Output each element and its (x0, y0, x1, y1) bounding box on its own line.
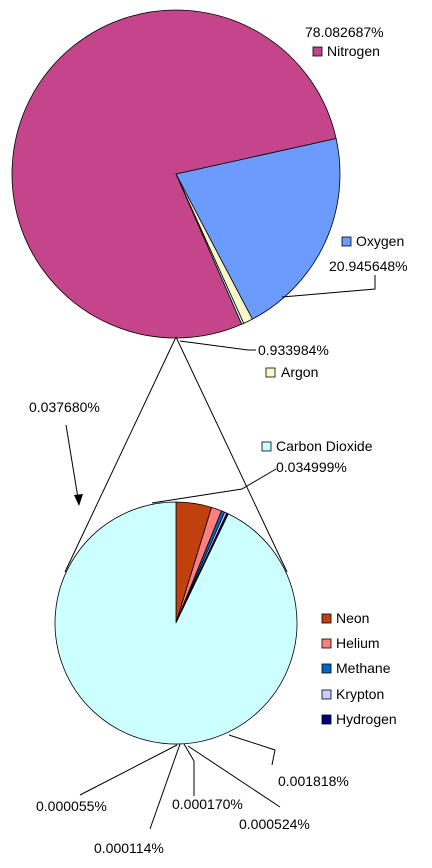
annotation-arrow-head (74, 494, 83, 506)
data-label-carbon-dioxide: 0.034999% (276, 459, 347, 475)
legend-item-nitrogen: Nitrogen (312, 43, 380, 59)
legend-swatch-oxygen (341, 236, 352, 247)
legend-item-methane: Methane (321, 660, 391, 676)
legend-label-carbon-dioxide: Carbon Dioxide (276, 438, 373, 454)
leader-line-carbon-dioxide (151, 468, 277, 504)
data-label-argon: 0.933984% (258, 342, 329, 358)
data-label-methane: 0.000170% (172, 796, 243, 812)
legend-item-oxygen: Oxygen (341, 233, 404, 249)
legend-swatch-krypton (321, 689, 332, 700)
leader-lines (79, 275, 376, 830)
legend-swatch-hydrogen (321, 714, 332, 725)
detail-pie (54, 501, 298, 745)
legend-swatch-neon (321, 613, 332, 624)
data-label-helium: 0.000524% (239, 816, 310, 832)
legend-item-hydrogen: Hydrogen (321, 711, 397, 727)
pie-slice-oxygen (175, 138, 341, 320)
main-pie (11, 9, 341, 339)
leader-line-helium (187, 745, 281, 808)
leader-line-neon (228, 734, 276, 766)
data-label-oxygen: 20.945648% (329, 258, 408, 274)
data-label-neon: 0.001818% (278, 773, 349, 789)
legend-item-helium: Helium (321, 635, 380, 651)
leader-line-oxygen (281, 275, 376, 298)
data-label-krypton: 0.000114% (94, 840, 164, 856)
legend-label-nitrogen: Nitrogen (327, 43, 380, 59)
legend-label-argon: Argon (281, 364, 318, 380)
leader-line-argon (179, 340, 256, 351)
legend-label-hydrogen: Hydrogen (336, 711, 397, 727)
leader-line-krypton (149, 743, 181, 830)
pie-connector-line-left (64, 336, 177, 573)
legend-label-helium: Helium (336, 635, 380, 651)
data-label-other-gases: 0.037680% (29, 399, 100, 415)
legend-label-methane: Methane (336, 660, 391, 676)
data-label-hydrogen: 0.000055% (36, 798, 107, 814)
legend-item-carbon-dioxide: Carbon Dioxide (261, 438, 373, 454)
legend-item-argon: Argon (265, 364, 318, 380)
data-label-nitrogen: 78.082687% (305, 24, 384, 40)
pie-slice-carbon-dioxide (54, 501, 298, 745)
legend-swatch-carbon-dioxide (261, 441, 272, 452)
legend-swatch-helium (321, 638, 332, 649)
legend-item-krypton: Krypton (321, 686, 384, 702)
annotation-arrow-line (65, 424, 79, 499)
pie-connector-line-right (175, 336, 288, 573)
leader-line-hydrogen (79, 744, 178, 796)
legend-swatch-argon (265, 367, 276, 378)
legend-swatch-methane (321, 663, 332, 674)
legend-label-krypton: Krypton (336, 686, 384, 702)
legend-item-neon: Neon (321, 610, 369, 626)
leader-line-methane (183, 743, 195, 796)
legend-label-oxygen: Oxygen (356, 233, 404, 249)
legend-swatch-nitrogen (312, 46, 323, 57)
pie-slice-nitrogen (11, 9, 337, 339)
legend-label-neon: Neon (336, 610, 369, 626)
